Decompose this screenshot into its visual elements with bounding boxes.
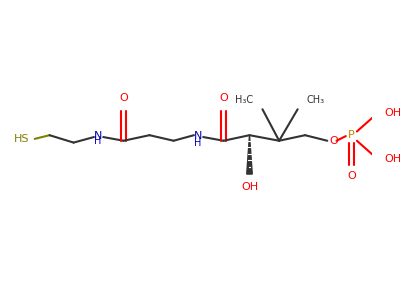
Text: OH: OH (241, 182, 258, 192)
Text: O: O (329, 136, 338, 146)
Polygon shape (247, 135, 252, 174)
Text: OH: OH (385, 108, 400, 118)
Text: H₃C: H₃C (235, 95, 253, 105)
Text: HS: HS (14, 134, 30, 144)
Text: H: H (194, 138, 201, 148)
Text: O: O (219, 93, 228, 103)
Text: O: O (119, 93, 128, 103)
Text: N: N (94, 131, 102, 141)
Text: CH₃: CH₃ (307, 95, 325, 105)
Text: OH: OH (385, 154, 400, 164)
Text: N: N (194, 131, 202, 141)
Text: P: P (348, 130, 355, 140)
Text: O: O (347, 171, 356, 181)
Text: H: H (94, 136, 101, 146)
